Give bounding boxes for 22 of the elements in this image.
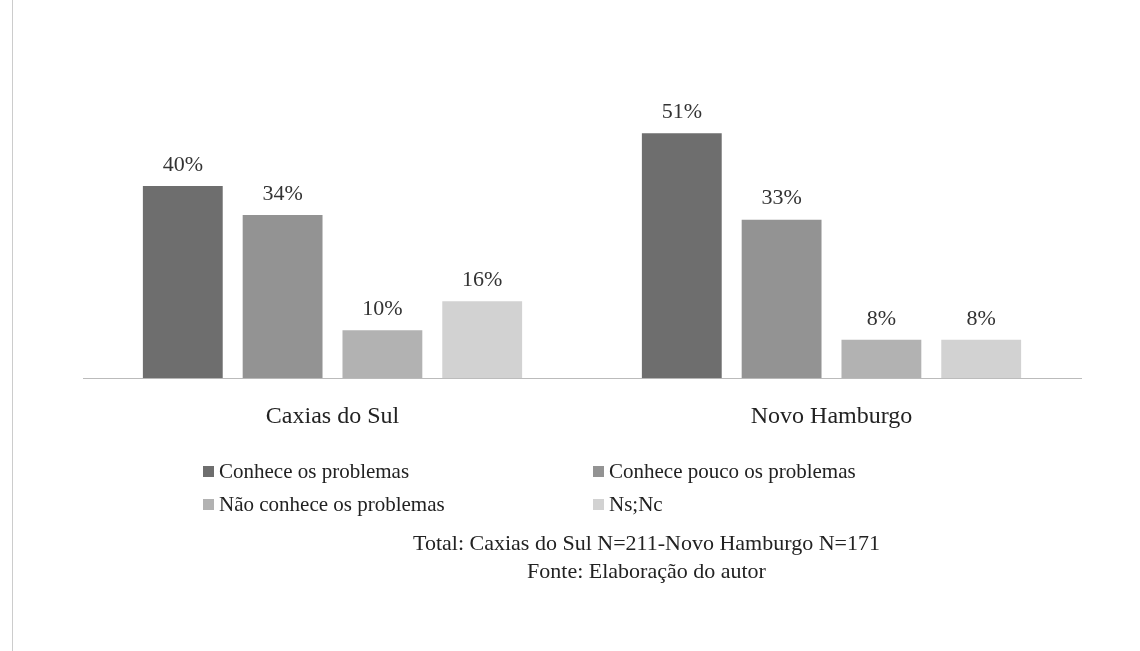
x-tick-label: Novo Hamburgo <box>750 401 913 428</box>
data-label: 10% <box>362 294 403 320</box>
bar <box>242 214 323 379</box>
x-tick-label: Caxias do Sul <box>265 401 400 428</box>
legend-label: Conhece os problemas <box>219 459 410 484</box>
bar <box>641 133 722 379</box>
bar <box>142 186 223 379</box>
data-label: 34% <box>262 179 303 205</box>
data-label: 40% <box>162 150 203 176</box>
data-label: 8% <box>966 304 996 330</box>
legend-label: Conhece pouco os problemas <box>609 459 856 484</box>
text: Total: Caxias do Sul N=211-Novo Hamburgo N=171 <box>412 529 881 557</box>
bar <box>741 219 822 379</box>
data-label: 8% <box>866 304 897 330</box>
data-label: 16% <box>462 266 503 292</box>
data-label: 33% <box>761 184 802 210</box>
bar <box>442 301 523 379</box>
bar <box>941 339 1022 379</box>
source-note: Fonte: Elaboração do autor <box>526 557 767 585</box>
legend-label: Ns;Nc <box>609 492 663 517</box>
legend-label: Não conhece os problemas <box>219 492 445 517</box>
data-label: 51% <box>661 98 702 124</box>
